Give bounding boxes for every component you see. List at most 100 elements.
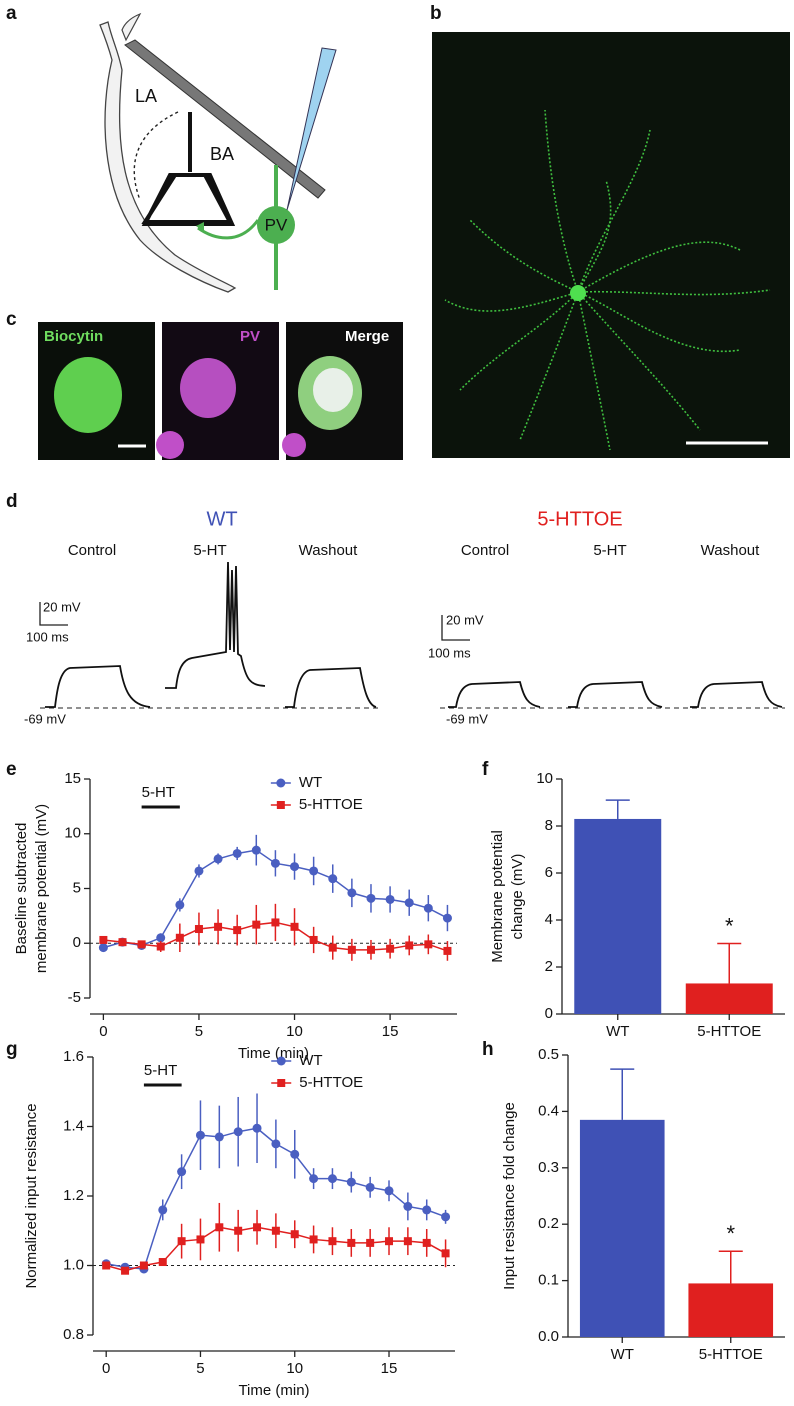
- marker: [252, 1123, 262, 1133]
- micrograph: [432, 32, 790, 458]
- marker: [213, 854, 223, 864]
- y-axis-label: Baseline subtracted: [13, 823, 30, 955]
- baseline-label: -69 mV: [24, 711, 66, 726]
- region-label: BA: [210, 144, 234, 164]
- marker: [290, 1149, 300, 1159]
- y-tick-label: -5: [68, 989, 81, 1006]
- marker: [328, 1237, 337, 1246]
- marker: [423, 903, 433, 913]
- y-tick-label: 2: [545, 958, 553, 975]
- y-tick-label: 0.8: [63, 1326, 84, 1343]
- y-axis-label: change (mV): [509, 854, 526, 940]
- soma: [570, 285, 586, 301]
- bar: [574, 818, 662, 1014]
- bar: [685, 983, 773, 1014]
- scale-bar: [441, 615, 470, 641]
- x-tick-label: 0: [99, 1023, 107, 1040]
- marker: [366, 1238, 375, 1247]
- x-tick-label: 5: [195, 1023, 203, 1040]
- marker: [328, 874, 338, 884]
- legend-marker: [276, 801, 285, 809]
- channel-label: Merge: [345, 328, 389, 345]
- y-tick-label: 1.2: [63, 1187, 84, 1204]
- scale-label: 100 ms: [428, 645, 471, 660]
- cell: [54, 357, 122, 433]
- brain-outline: [99, 21, 237, 293]
- marker: [366, 945, 375, 954]
- x-tick-label: 5: [196, 1360, 204, 1377]
- channel-label: Biocytin: [44, 328, 103, 345]
- legend-label: WT: [299, 1052, 322, 1069]
- marker: [328, 943, 337, 952]
- marker: [290, 862, 300, 872]
- panel-label: d: [6, 491, 18, 512]
- marker: [214, 922, 223, 931]
- bar: [579, 1119, 665, 1337]
- marker: [271, 918, 280, 927]
- x-tick-label: WT: [611, 1346, 634, 1363]
- marker: [98, 943, 108, 953]
- legend-label: WT: [299, 774, 322, 791]
- y-tick-label: 8: [545, 817, 553, 834]
- marker: [175, 900, 185, 910]
- marker: [251, 845, 261, 855]
- marker: [139, 1261, 148, 1270]
- x-tick-label: 10: [286, 1360, 303, 1377]
- condition-label: Control: [461, 542, 509, 559]
- condition-label: Washout: [299, 542, 358, 559]
- marker: [347, 1238, 356, 1247]
- marker: [403, 1237, 412, 1246]
- marker: [347, 945, 356, 954]
- marker: [215, 1223, 224, 1232]
- marker: [252, 920, 261, 929]
- marker: [424, 940, 433, 949]
- y-tick-label: 0.3: [538, 1159, 559, 1176]
- y-axis-label: Input resistance fold change: [501, 1102, 518, 1290]
- legend-label: 5-HTTOE: [299, 1074, 363, 1091]
- y-tick-label: 0.2: [538, 1215, 559, 1232]
- x-axis-label: Time (min): [238, 1382, 309, 1399]
- marker: [158, 1205, 168, 1215]
- pipette: [286, 47, 337, 211]
- marker: [386, 944, 395, 953]
- legend-marker: [277, 1079, 286, 1087]
- marker: [442, 913, 452, 923]
- marker: [271, 1139, 281, 1149]
- marker: [175, 933, 184, 942]
- significance: *: [725, 913, 734, 938]
- baseline-label: -69 mV: [446, 711, 488, 726]
- marker: [441, 1212, 451, 1222]
- marker: [404, 898, 414, 908]
- marker: [194, 925, 203, 934]
- marker: [365, 1182, 375, 1192]
- x-tick-label: 10: [286, 1023, 303, 1040]
- marker: [443, 946, 452, 955]
- cell: [156, 431, 184, 459]
- pv-soma: [257, 206, 295, 244]
- y-tick-label: 1.4: [63, 1117, 84, 1134]
- brain-outline: [121, 12, 142, 42]
- y-axis-label: membrane potential (mV): [33, 804, 50, 973]
- group-title: 5-HTTOE: [537, 508, 622, 530]
- marker: [214, 1132, 224, 1142]
- marker: [118, 938, 127, 947]
- traces: [45, 561, 783, 708]
- marker: [384, 1186, 394, 1196]
- bar: [688, 1283, 774, 1337]
- condition-label: 5-HT: [193, 542, 226, 559]
- channel-label: PV: [240, 328, 260, 345]
- external-capsule: [124, 39, 326, 199]
- marker: [309, 1235, 318, 1244]
- x-tick-label: WT: [606, 1023, 629, 1040]
- boundary: [133, 111, 179, 201]
- marker: [196, 1235, 205, 1244]
- panel-label: e: [6, 759, 17, 780]
- marker: [102, 1261, 111, 1270]
- cell-label: PV: [265, 215, 288, 234]
- panel-label: b: [430, 3, 442, 24]
- y-tick-label: 0.0: [538, 1328, 559, 1345]
- neurites: [444, 109, 771, 451]
- y-axis-label: Membrane potential: [489, 830, 506, 963]
